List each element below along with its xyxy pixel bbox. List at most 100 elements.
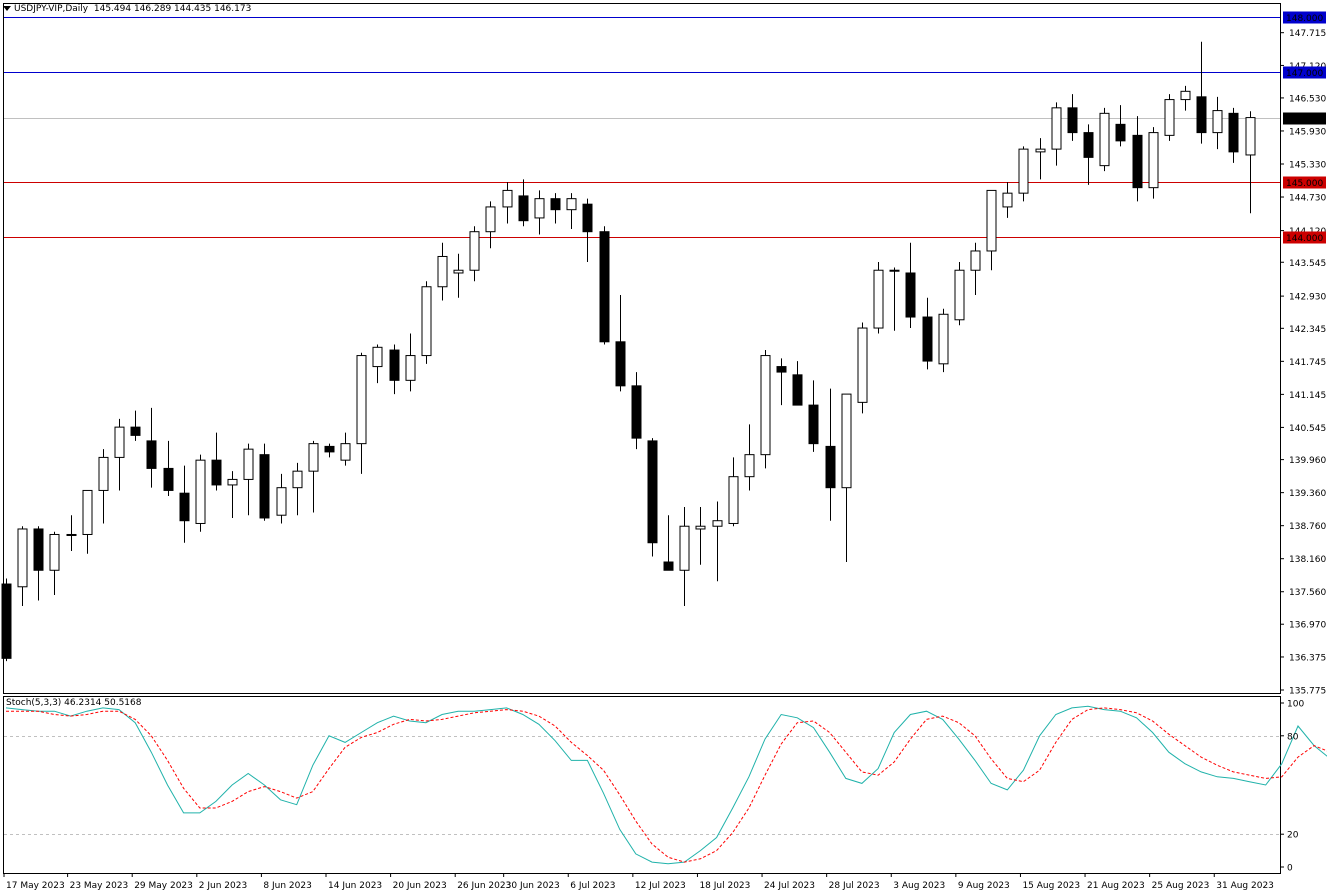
- candle: [82, 489, 93, 554]
- candle-body-bull: [744, 454, 755, 478]
- candle: [485, 201, 496, 249]
- candle: [308, 440, 319, 513]
- date-label: 14 Jun 2023: [328, 881, 382, 891]
- candle: [17, 526, 28, 607]
- candle: [534, 190, 545, 235]
- candle-body-bull: [954, 269, 965, 321]
- horizontal-levels: [4, 17, 1280, 238]
- dropdown-triangle-icon[interactable]: [3, 6, 11, 11]
- date-label: 30 Jun 2023: [506, 881, 560, 891]
- date-label: 6 Jul 2023: [570, 881, 615, 891]
- candle-body-bull: [1148, 132, 1159, 189]
- price-tick-label: 139.960: [1289, 456, 1326, 466]
- stoch-axis: 100 80 20 0: [1280, 700, 1304, 874]
- candle-body-bull: [534, 198, 545, 219]
- candle-body-bear: [1196, 96, 1207, 134]
- candle-body-bear: [389, 349, 400, 381]
- candle: [33, 526, 44, 601]
- price-tick-label: 141.745: [1289, 358, 1326, 368]
- candle-body-bear: [631, 385, 642, 439]
- candle: [146, 407, 157, 488]
- candle: [599, 226, 610, 345]
- candle-body-bull: [695, 525, 706, 530]
- candle-body-bull: [82, 489, 93, 535]
- candle: [582, 198, 593, 262]
- candle-body-bull: [421, 286, 432, 357]
- candle-body-bull: [1051, 107, 1062, 150]
- candle: [647, 438, 658, 557]
- chart-header: USDJPY-VIP,Daily 145.494 146.289 144.435…: [3, 2, 251, 16]
- candle-body-bull: [276, 487, 287, 516]
- candle-body-bear: [163, 467, 174, 491]
- date-label: 25 Aug 2023: [1152, 881, 1210, 891]
- candle: [518, 179, 529, 227]
- candle: [179, 465, 190, 543]
- candle: [663, 515, 674, 571]
- price-tick-label: 141.145: [1289, 391, 1326, 401]
- candle-body-bull: [49, 533, 60, 571]
- candle: [873, 261, 884, 334]
- candle: [841, 393, 852, 563]
- ohlc-values: 145.494 146.289 144.435 146.173: [93, 4, 252, 14]
- candle-body-bear: [324, 445, 335, 453]
- candle: [1067, 94, 1078, 141]
- price-tick-label: 143.545: [1289, 259, 1326, 269]
- candle: [938, 308, 949, 373]
- price-tick-label: 138.160: [1289, 555, 1326, 565]
- candle-body-bull: [195, 459, 206, 524]
- candle-body-bull: [566, 198, 577, 211]
- candle-body-bull: [728, 476, 739, 524]
- candle-body-bear: [1067, 107, 1078, 134]
- date-label: 24 Jul 2023: [764, 881, 815, 891]
- price-axis: 147.715147.120146.530145.930145.330144.7…: [1280, 29, 1326, 697]
- candle-body-bear: [259, 454, 270, 519]
- candle: [615, 295, 626, 392]
- candle-body-bear: [1083, 132, 1094, 158]
- candle: [744, 424, 755, 491]
- price-tick-label: 142.345: [1289, 325, 1326, 335]
- candle: [163, 440, 174, 496]
- candle-body-bull: [372, 346, 383, 368]
- candle-body-bull: [114, 426, 125, 458]
- price-tick-label: 136.970: [1289, 621, 1326, 631]
- candle-body-bull: [469, 231, 480, 271]
- date-label: 31 Aug 2023: [1216, 881, 1274, 891]
- candle: [970, 242, 981, 296]
- level-tag-text-146.173: 146.173: [1286, 115, 1323, 125]
- price-tick-label: 144.730: [1289, 194, 1326, 204]
- date-label: 26 Jun 2023: [457, 881, 511, 891]
- candle-body-bear: [33, 528, 44, 571]
- stoch-tick-label: 80: [1287, 732, 1299, 742]
- level-tag-bg-146.173: [1283, 112, 1326, 125]
- stoch-tick-label: 100: [1287, 700, 1304, 710]
- candle-body-bear: [1115, 123, 1126, 142]
- candle-body-bear: [905, 272, 916, 318]
- candle-body-bull: [857, 327, 868, 403]
- candle: [825, 388, 836, 521]
- candle: [1083, 124, 1094, 185]
- stoch-line-main: [5, 705, 1327, 865]
- candle: [728, 457, 739, 527]
- price-tick-label: 147.715: [1289, 29, 1326, 39]
- candle-body-bull: [308, 443, 319, 472]
- candle-body-bear: [1132, 134, 1143, 189]
- candle-body-bull: [873, 269, 884, 329]
- candle-body-bear: [792, 374, 803, 406]
- candle: [1164, 94, 1175, 141]
- candle: [324, 443, 335, 458]
- level-price-tags: 148.000 147.000 146.173 145.000 144.000: [1283, 11, 1326, 244]
- date-label: 20 Jun 2023: [393, 881, 447, 891]
- symbol-label: USDJPY-VIP,Daily: [14, 4, 89, 14]
- price-tick-label: 135.775: [1289, 687, 1326, 697]
- level-tag-bg-148.000: [1283, 11, 1326, 24]
- candle-body-bull: [1018, 148, 1029, 194]
- candle: [905, 242, 916, 329]
- level-tag-bg-144.000: [1283, 231, 1326, 244]
- candle: [502, 182, 513, 224]
- date-label: 8 Jun 2023: [263, 881, 311, 891]
- candle-body-bull: [340, 443, 351, 461]
- candle-body-bull: [405, 355, 416, 381]
- candle: [631, 372, 642, 450]
- price-tick-label: 136.375: [1289, 653, 1326, 663]
